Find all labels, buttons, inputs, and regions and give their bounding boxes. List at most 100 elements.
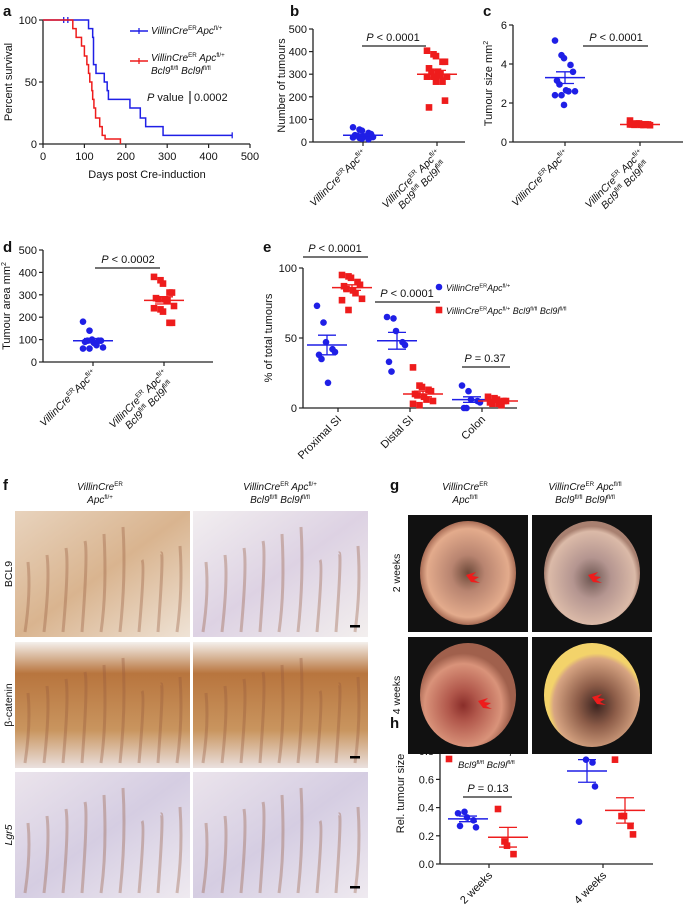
data-point — [338, 271, 346, 279]
label-segment: VillinCre — [548, 482, 585, 493]
legend-entry-control: VillinCreERApcfl/+ — [151, 25, 223, 37]
row-label: 4 weeks — [391, 676, 403, 715]
y-tick-label: 300 — [19, 290, 37, 302]
p-value: < 0.0001 — [388, 288, 434, 300]
tissue-villus — [201, 822, 209, 894]
category-label: 4 weeks — [572, 869, 609, 906]
tissue-villus — [239, 678, 247, 764]
y-axis-label: Rel. tumour size — [395, 754, 407, 833]
category-label-dko: VillinCreER Apcfl/+Bcl9fl/fl Bcl9lfl/fl — [107, 367, 173, 431]
label-segment: ER — [65, 386, 77, 398]
data-point — [365, 135, 372, 143]
data-point — [423, 73, 431, 80]
category-label-dko: VillinCreER Apcfl/+Bcl9fl/fl Bcl9lfl/fl — [380, 147, 446, 211]
data-point — [388, 368, 395, 375]
label-segment: ER — [537, 166, 549, 178]
label-segment: fl/+ — [354, 147, 365, 158]
category-label: 2 weeks — [458, 869, 495, 906]
panel-letter-h: h — [390, 715, 399, 732]
scale-bar — [350, 756, 360, 759]
legend-entry-dko: VillinCreERApcfl/+ Bcl9fl/fl Bcl9lfl/fl — [446, 306, 567, 316]
x-tick-label: 0 — [40, 151, 46, 163]
panel-letter-f: f — [3, 477, 9, 494]
tissue-villus — [258, 540, 266, 633]
label-segment: Bcl9l — [484, 760, 508, 771]
p-label: P — [366, 32, 374, 44]
label-segment: Bcl9 — [250, 495, 270, 506]
data-point — [503, 842, 511, 849]
p-label: P — [147, 92, 155, 104]
data-point — [423, 47, 431, 54]
tumour-arrow-icon — [478, 698, 492, 709]
data-point — [489, 400, 496, 408]
y-tick-label: 100 — [19, 15, 37, 27]
data-point — [439, 78, 446, 85]
data-point — [401, 341, 409, 349]
p-label: P — [467, 783, 475, 795]
y-tick-label: 100 — [279, 263, 297, 275]
x-tick-label: 100 — [75, 151, 93, 163]
data-point — [510, 850, 517, 858]
data-point — [168, 289, 176, 296]
tissue-villus — [334, 682, 342, 764]
x-tick-label: 200 — [117, 151, 135, 163]
label-segment: fl/fl — [507, 760, 515, 766]
data-point — [498, 401, 505, 409]
data-point — [358, 127, 366, 134]
y-tick-label: 4 — [501, 59, 507, 71]
row-label: BCL9 — [3, 561, 15, 587]
column-header-control-line2: Apcfl/+ — [86, 494, 113, 506]
data-point — [358, 135, 366, 142]
data-point — [470, 816, 477, 824]
data-point — [320, 319, 327, 326]
tissue-villus — [334, 812, 342, 894]
data-point — [170, 302, 178, 310]
label-segment: VillinCre — [38, 393, 74, 429]
label-segment: Bcl9l — [583, 495, 608, 506]
p-label: P — [308, 243, 316, 255]
data-point — [611, 756, 619, 763]
label-segment: fl/+ — [84, 367, 95, 378]
tissue-villus — [258, 671, 266, 764]
label-segment: fl/fl — [476, 760, 484, 766]
tissue-villus — [118, 787, 126, 894]
p-value: < 0.0001 — [597, 32, 643, 44]
label-segment: Apc — [451, 495, 469, 506]
label-segment: Bcl9 — [555, 495, 575, 506]
data-point — [338, 296, 346, 304]
y-tick-label: 50 — [285, 333, 297, 345]
y-tick-label: 0 — [301, 137, 307, 149]
label-segment: VillinCre — [151, 53, 188, 64]
data-point — [150, 273, 158, 281]
y-label-text: Rel. tumour size — [395, 754, 407, 833]
data-point — [484, 393, 492, 401]
tissue-villus — [80, 801, 88, 894]
p-value-annotation: P < 0.0001 — [308, 243, 362, 255]
data-point — [556, 81, 563, 88]
data-point — [159, 308, 167, 315]
label-segment: fl/fl — [470, 494, 478, 501]
p-value-annotation: P < 0.0002 — [101, 254, 155, 266]
panel-letter-e: e — [263, 239, 271, 256]
label-segment: fl/fl — [270, 494, 278, 501]
data-point — [416, 401, 423, 409]
tissue-villus — [201, 561, 209, 633]
y-tick-label: 0.2 — [419, 831, 434, 843]
y-label-sup: 2 — [1, 262, 8, 266]
p-value: < 0.0002 — [109, 254, 155, 266]
p-value: < 0.0001 — [316, 243, 362, 255]
data-point — [463, 404, 470, 412]
category-label-text: 4 weeks — [572, 869, 609, 906]
data-point — [429, 397, 437, 405]
label-segment: fl/fl — [137, 402, 148, 413]
tissue-villus — [220, 685, 228, 764]
label-segment: Bcl9 — [458, 760, 477, 771]
data-point — [494, 805, 502, 813]
category-label-line1: VillinCreERApcfl/+ — [38, 367, 100, 429]
x-tick-label: 400 — [199, 151, 217, 163]
legend-entry-dko-line2: Bcl9fl/fl Bcl9lfl/fl — [458, 760, 515, 771]
label-segment: ER — [610, 168, 622, 180]
label-segment: Apc — [486, 306, 503, 316]
data-point — [155, 295, 162, 303]
